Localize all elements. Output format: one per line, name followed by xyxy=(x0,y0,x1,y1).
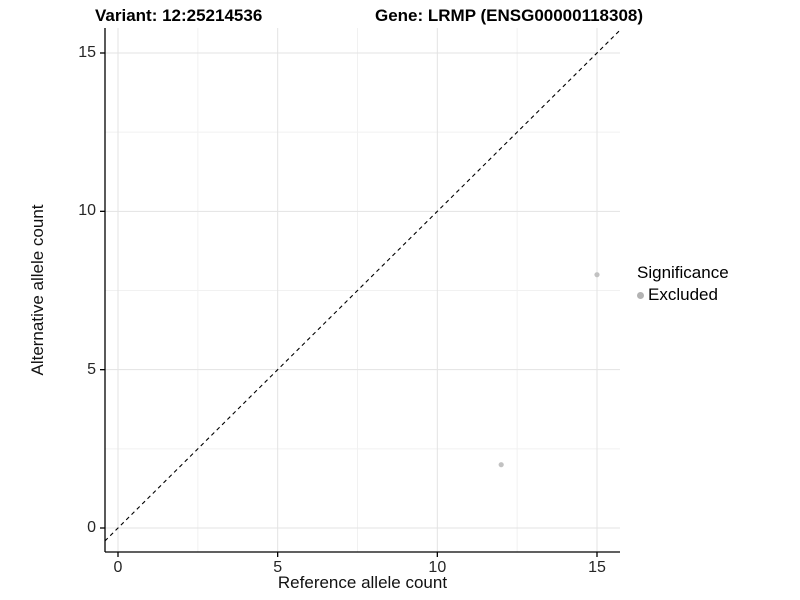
y-tick-label: 15 xyxy=(78,43,96,61)
variant-title: Variant: 12:25214536 xyxy=(95,6,263,25)
legend-entry-label: Excluded xyxy=(648,285,718,304)
data-point xyxy=(594,272,600,278)
gene-title: Gene: LRMP (ENSG00000118308) xyxy=(375,6,644,25)
x-tick-label: 10 xyxy=(428,559,447,576)
x-tick-label: 5 xyxy=(273,559,283,576)
y-tick-label: 5 xyxy=(87,360,96,378)
data-point xyxy=(498,462,504,468)
legend-title: Significance xyxy=(637,263,729,282)
x-axis-label: Reference allele count xyxy=(277,573,448,592)
x-tick-label: 15 xyxy=(588,559,606,576)
y-tick-label: 0 xyxy=(87,519,96,536)
legend: Significance Excluded xyxy=(637,263,729,305)
legend-entry-excluded: Excluded xyxy=(637,285,729,305)
excluded-point-icon xyxy=(637,291,644,299)
x-tick-label: 0 xyxy=(113,559,123,576)
y-tick-label: 10 xyxy=(78,202,96,220)
identity-dashed-line xyxy=(104,29,621,542)
